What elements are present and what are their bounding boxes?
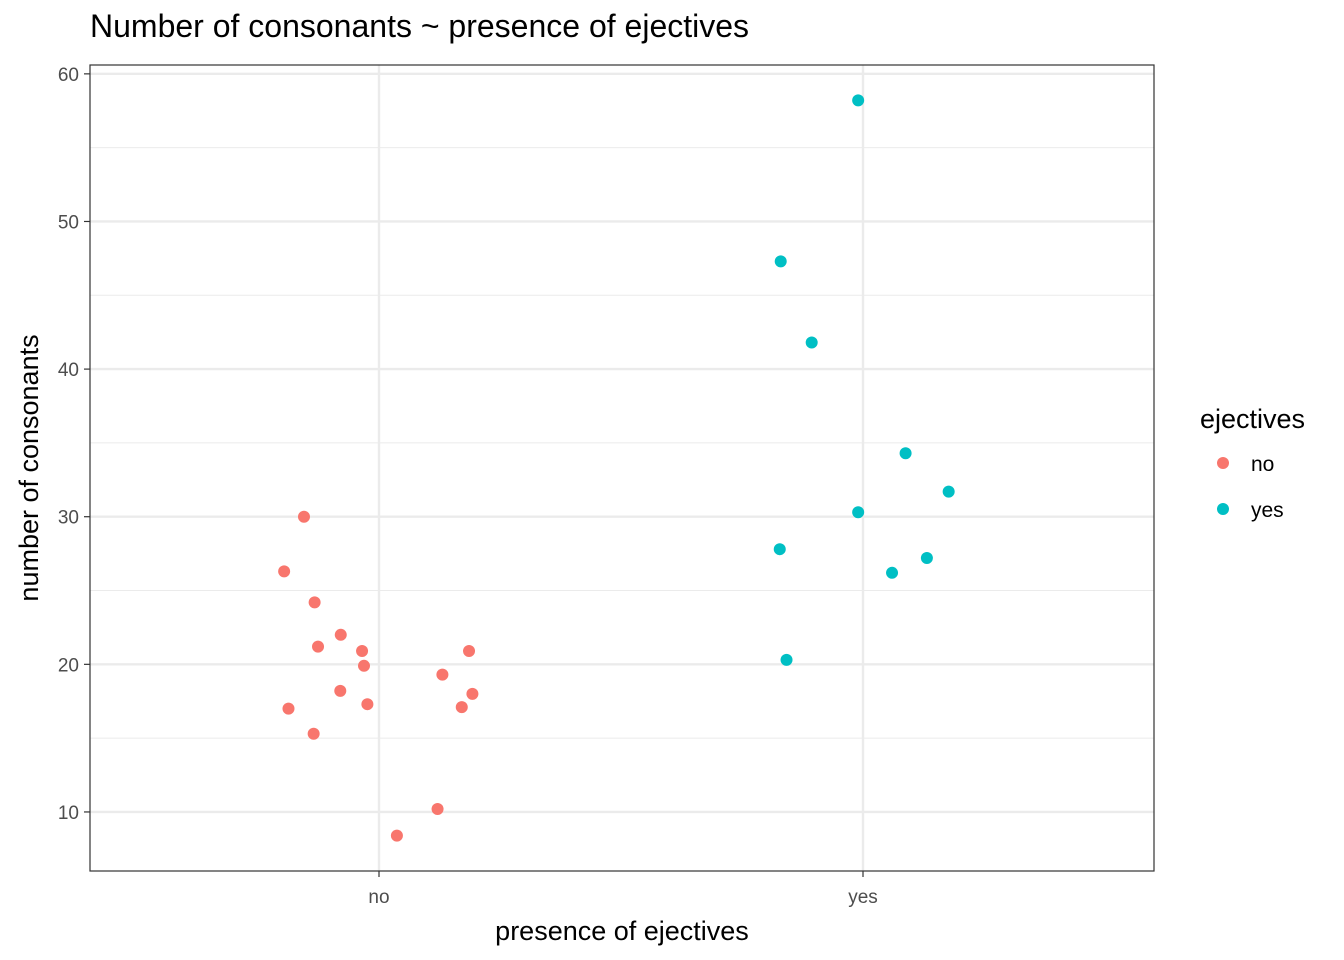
data-point-no: [431, 803, 444, 815]
grid-lines: [90, 65, 1154, 871]
data-point-no: [297, 510, 310, 523]
x-axis-title: presence of ejectives: [495, 916, 749, 946]
data-point-no: [455, 701, 468, 714]
data-point-yes: [942, 485, 955, 498]
data-point-no: [334, 684, 347, 697]
legend-label-no: no: [1251, 453, 1274, 476]
data-point-yes: [899, 447, 912, 460]
data-point-yes: [886, 566, 899, 579]
plot-panel-border: [89, 64, 1155, 872]
data-point-yes: [852, 94, 865, 107]
y-tick-label: 20: [58, 655, 79, 676]
data-point-yes: [773, 543, 786, 556]
y-axis-title: number of consonants: [14, 334, 44, 601]
data-point-no: [312, 640, 325, 653]
legend-key-no: [1217, 457, 1229, 469]
data-point-yes: [805, 336, 818, 349]
data-point-no: [390, 829, 403, 842]
data-point-yes: [774, 255, 787, 268]
legend-title: ejectives: [1200, 404, 1305, 434]
chart-title: Number of consonants ~ presence of eject…: [90, 8, 750, 44]
data-point-no: [357, 659, 370, 672]
data-point-no: [356, 645, 369, 658]
data-point-no: [361, 698, 374, 711]
data-point-no: [463, 645, 476, 658]
data-point-no: [334, 628, 347, 641]
legend-key-yes: [1217, 503, 1229, 515]
data-points: [278, 94, 955, 842]
y-tick-label: 30: [58, 508, 79, 529]
data-point-yes: [852, 506, 865, 519]
legend: ejectives no yes: [1200, 404, 1305, 522]
y-tick-label: 60: [58, 65, 79, 86]
data-point-yes: [780, 653, 793, 666]
data-point-yes: [920, 552, 933, 565]
data-point-no: [308, 596, 321, 609]
y-tick-label: 50: [58, 212, 79, 233]
y-tick-label: 40: [58, 360, 79, 381]
data-point-no: [436, 668, 449, 681]
data-point-no: [278, 565, 291, 578]
data-point-no: [307, 727, 320, 740]
data-point-no: [466, 687, 479, 700]
data-point-no: [282, 702, 295, 715]
y-tick-label: 10: [58, 803, 79, 824]
x-tick-label: yes: [848, 887, 878, 908]
x-tick-label: no: [368, 887, 389, 908]
axes: 10 20 30 40 50 60 no yes: [58, 65, 878, 908]
legend-label-yes: yes: [1251, 499, 1284, 522]
